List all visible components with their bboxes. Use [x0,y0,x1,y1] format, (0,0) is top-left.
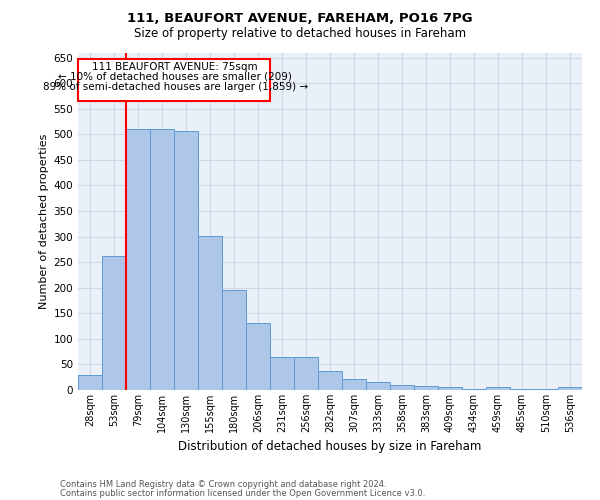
Bar [414,386,438,390]
Bar [438,388,462,390]
Bar [534,389,558,390]
Bar [102,256,126,390]
FancyBboxPatch shape [79,58,271,101]
Bar [462,389,486,390]
Bar [486,388,510,390]
Bar [294,357,318,390]
Text: 111, BEAUFORT AVENUE, FAREHAM, PO16 7PG: 111, BEAUFORT AVENUE, FAREHAM, PO16 7PG [127,12,473,26]
Bar [390,385,414,390]
Bar [558,388,582,390]
Bar [198,236,222,390]
Text: Contains HM Land Registry data © Crown copyright and database right 2024.: Contains HM Land Registry data © Crown c… [60,480,386,489]
Bar [150,129,174,390]
Text: ← 10% of detached houses are smaller (209): ← 10% of detached houses are smaller (20… [58,72,292,82]
Text: Size of property relative to detached houses in Fareham: Size of property relative to detached ho… [134,28,466,40]
Bar [174,131,198,390]
Bar [366,382,390,390]
Bar [318,371,342,390]
Y-axis label: Number of detached properties: Number of detached properties [39,134,49,309]
Text: Contains public sector information licensed under the Open Government Licence v3: Contains public sector information licen… [60,488,425,498]
Bar [270,357,294,390]
Bar [126,128,150,390]
X-axis label: Distribution of detached houses by size in Fareham: Distribution of detached houses by size … [178,440,482,454]
Bar [510,389,534,390]
Text: 89% of semi-detached houses are larger (1,859) →: 89% of semi-detached houses are larger (… [43,82,308,92]
Bar [342,379,366,390]
Text: 111 BEAUFORT AVENUE: 75sqm: 111 BEAUFORT AVENUE: 75sqm [92,62,258,72]
Bar [78,374,102,390]
Bar [222,290,246,390]
Bar [246,323,270,390]
